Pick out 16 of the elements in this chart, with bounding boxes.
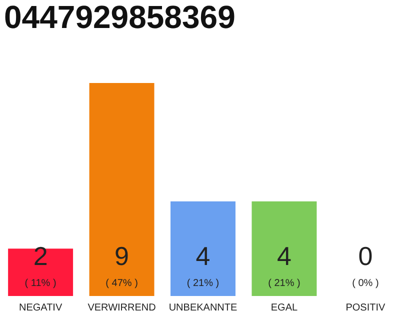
annotation: ( 21% ) (268, 278, 300, 289)
x-tick-label: VERWIRREND (88, 302, 156, 314)
x-tick-label: UNBEKANNTE (168, 302, 238, 314)
data-label: 0 (358, 241, 373, 271)
data-label: 2 (33, 241, 48, 271)
annotation: ( 0% ) (352, 278, 379, 289)
chart-title: 0447929858369 (4, 0, 236, 35)
x-tick-label: EGAL (270, 302, 298, 314)
annotation: ( 21% ) (186, 278, 220, 289)
x-tick-label: POSITIV (346, 302, 386, 314)
data-label: 4 (196, 241, 210, 271)
annotation: ( 47% ) (106, 278, 138, 289)
x-tick-label: NEGATIV (18, 302, 62, 314)
annotation: ( 11% ) (24, 278, 56, 289)
data-label: 9 (114, 241, 130, 271)
data-label: 4 (276, 241, 292, 271)
